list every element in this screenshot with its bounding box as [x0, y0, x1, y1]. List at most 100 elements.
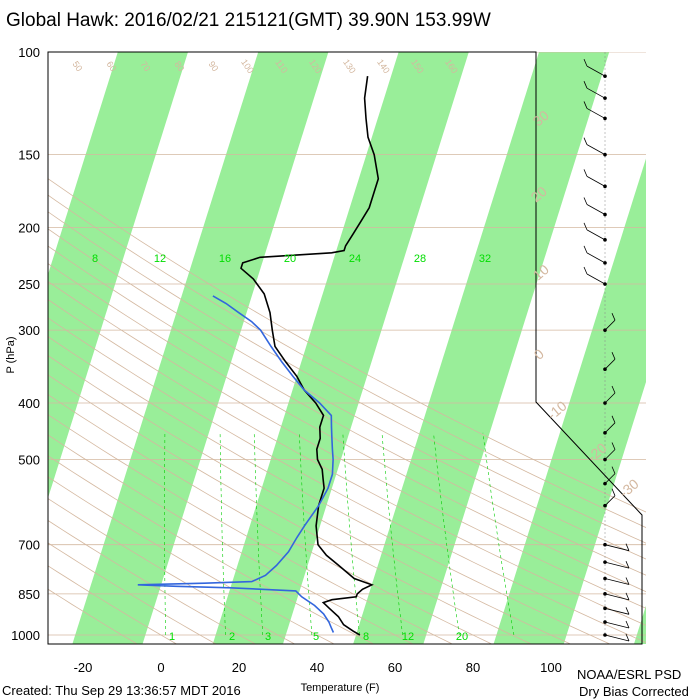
mixing-ratio-label: 20: [284, 253, 296, 265]
isotherm-band: [353, 52, 610, 644]
dry-adiabat-label: 90: [206, 59, 220, 73]
credit-line: NOAA/ESRL PSD: [577, 667, 682, 682]
wind-barb: [604, 621, 630, 629]
dewpoint-line: [137, 295, 335, 633]
y-tick-label: 400: [18, 396, 40, 411]
wind-barb: [604, 392, 616, 404]
wind-barb: [586, 65, 606, 77]
y-tick-label: 700: [18, 538, 40, 553]
wind-barb: [604, 495, 616, 506]
dry-adiabat-label: 50: [70, 59, 84, 73]
dry-adiabat: [48, 245, 646, 576]
dry-adiabat: [48, 355, 572, 644]
wind-barb-flag: [625, 543, 630, 551]
correction-note: Dry Bias Corrected: [579, 684, 689, 699]
dry-adiabat-label: 60: [104, 59, 118, 73]
y-tick-label: 850: [18, 587, 40, 602]
dry-adiabat: [48, 434, 414, 644]
mixing-ratio-line: [381, 432, 403, 636]
dry-adiabat: [48, 414, 454, 644]
mixing-ratio-line: [433, 432, 460, 636]
wind-barb: [586, 144, 606, 156]
wind-barb: [604, 634, 630, 642]
y-axis-label: P (hPa): [5, 336, 17, 373]
wind-barb: [604, 593, 630, 601]
wind-barb-flag: [611, 313, 616, 321]
wind-barb: [604, 544, 630, 552]
plot-background: [48, 52, 646, 644]
mixing-ratio-line: [219, 432, 226, 636]
mixing-ratio-line: [482, 432, 515, 636]
wind-barb: [604, 473, 616, 484]
dry-adiabat: [48, 588, 138, 644]
wind-barb-flag: [625, 620, 630, 629]
wind-barb-flag: [611, 352, 616, 360]
dry-adiabat: [48, 336, 611, 644]
dry-adiabat: [48, 374, 533, 644]
wind-barb-flag: [625, 561, 630, 569]
mixing-ratio-label: 3: [265, 631, 271, 643]
chart-title: Global Hawk: 2016/02/21 215121(GMT) 39.9…: [6, 10, 491, 31]
created-timestamp: Created: Thu Sep 29 13:36:57 MDT 2016: [2, 683, 241, 698]
mixing-ratio-label: 24: [349, 253, 361, 265]
wind-barb-flag: [625, 633, 630, 642]
mixing-ratio-label: 8: [92, 253, 98, 265]
wind-barb-flag: [625, 577, 630, 585]
plot-frame: [47, 51, 643, 645]
wind-barb-flag: [611, 466, 616, 474]
isotherm-band: [72, 52, 329, 644]
isotherm-band: [48, 52, 189, 499]
isotherm-label: 0: [531, 345, 547, 362]
mixing-ratio-label: 2: [229, 631, 235, 643]
wind-barb-flag: [583, 245, 588, 254]
y-tick-label: 150: [18, 148, 40, 163]
dry-adiabat: [48, 542, 217, 644]
sounding-series: [137, 75, 380, 636]
wind-barb-flag: [583, 81, 588, 89]
mixing-ratio-label: 16: [219, 253, 231, 265]
mixing-ratio-label: 12: [154, 253, 166, 265]
wind-barb: [604, 578, 630, 585]
x-axis-label: Temperature (F): [301, 682, 380, 694]
dry-adiabat: [48, 476, 335, 644]
dry-adiabat-label: 80: [172, 59, 186, 73]
wind-barb: [586, 176, 606, 187]
mixing-ratio-line: [342, 432, 360, 636]
wind-barb-flag: [583, 101, 588, 109]
x-tick-label: 20: [232, 660, 246, 675]
mixing-ratio-line: [253, 432, 263, 636]
mixing-ratio-line: [164, 432, 166, 636]
mixing-ratio-label: 28: [414, 253, 426, 265]
wind-barb-flag: [583, 266, 588, 275]
dry-adiabat: [48, 565, 178, 644]
dry-adiabat-label: 70: [138, 59, 152, 73]
dry-adiabat: [48, 498, 296, 644]
dry-adiabat-label: 130: [341, 57, 358, 75]
dry-adiabat: [48, 317, 646, 643]
mixing-ratio-label: 8: [363, 631, 369, 643]
x-tick-label: 0: [157, 660, 164, 675]
dry-adiabat-label: 140: [375, 57, 392, 75]
dry-adiabat: [48, 299, 646, 626]
mixing-ratio-label: 5: [313, 631, 319, 643]
isotherm-band: [633, 605, 646, 644]
mixing-ratio-label: 20: [456, 631, 468, 643]
dry-adiabat: [48, 228, 646, 560]
wind-barb: [604, 319, 616, 331]
y-tick-label: 500: [18, 452, 40, 467]
wind-barb: [604, 561, 630, 569]
mixing-ratio-label: 32: [479, 253, 491, 265]
dry-adiabat: [48, 455, 375, 644]
wind-barb: [604, 607, 630, 615]
wind-barb: [604, 358, 616, 370]
x-tick-label: 40: [310, 660, 324, 675]
wind-barb: [604, 422, 616, 434]
wind-barb: [604, 449, 616, 460]
x-tick-label: 60: [388, 660, 402, 675]
wind-barb: [586, 204, 606, 215]
wind-barb: [586, 273, 606, 285]
temperature-line: [240, 75, 380, 636]
dry-adiabat: [48, 394, 493, 644]
wind-barb-flag: [611, 442, 616, 450]
wind-barb: [586, 229, 606, 241]
